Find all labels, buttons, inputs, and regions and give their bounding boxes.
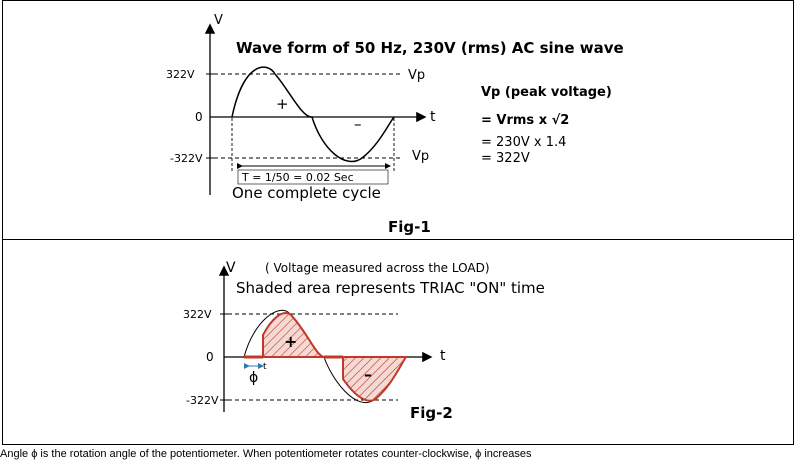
fig2-diagram: V t 322V 0 -322V + – ϕ t ( Voltage measu… — [183, 260, 545, 422]
fig1-formula-title: Vp (peak voltage) — [481, 85, 612, 100]
fig2-tick-neg: -322V — [186, 394, 219, 407]
fig1-label: Fig-1 — [388, 218, 431, 236]
fig1-title: Wave form of 50 Hz, 230V (rms) AC sine w… — [236, 39, 624, 57]
fig2-y-label: V — [226, 260, 236, 276]
fig2-t-label: t — [440, 348, 446, 364]
figure-caption: Angle ϕ is the rotation angle of the pot… — [0, 448, 532, 460]
fig2-minus: – — [364, 365, 372, 384]
fig2-title: Shaded area represents TRIAC "ON" time — [236, 279, 545, 297]
fig1-formula-line2: = 230V x 1.4 — [481, 135, 566, 150]
fig2-tick-zero: 0 — [206, 350, 214, 364]
fig2-t-small: t — [263, 362, 267, 372]
fig2-shaded-positive — [262, 312, 325, 358]
fig2-phi: ϕ — [249, 370, 258, 386]
fig1-vp-bottom: Vp — [412, 149, 429, 164]
fig1-minus: – — [354, 115, 362, 133]
waveform-diagrams: V t 322V 0 -322V Vp Vp + – T = 1/50 = 0.… — [166, 13, 624, 422]
fig1-formula-line1: = Vrms x √2 — [481, 113, 569, 128]
fig1-diagram: V t 322V 0 -322V Vp Vp + – T = 1/50 = 0.… — [166, 13, 624, 236]
fig2-label: Fig-2 — [410, 404, 453, 422]
fig2-shaded-negative — [342, 356, 408, 402]
figure-frame — [2, 0, 794, 445]
fig1-cycle: One complete cycle — [232, 184, 381, 202]
fig1-vp-top: Vp — [408, 68, 425, 83]
fig2-tick-pos: 322V — [183, 308, 212, 321]
fig1-period: T = 1/50 = 0.02 Sec — [241, 171, 354, 184]
fig1-tick-zero: 0 — [195, 110, 203, 124]
fig2-note: ( Voltage measured across the LOAD) — [265, 261, 490, 275]
fig2-plus: + — [284, 332, 297, 351]
fig1-formula-line3: = 322V — [481, 151, 530, 166]
fig1-tick-neg: -322V — [170, 152, 203, 165]
figure-divider — [2, 239, 794, 240]
fig1-plus: + — [276, 95, 289, 113]
fig1-tick-pos: 322V — [166, 68, 195, 81]
fig1-sine-wave — [231, 66, 395, 163]
fig1-t-label: t — [430, 109, 436, 125]
fig1-y-label: V — [214, 13, 223, 28]
